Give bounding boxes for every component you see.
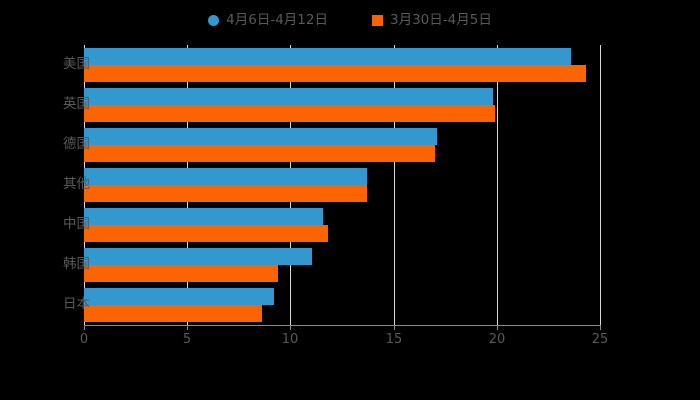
gridline (394, 45, 395, 325)
bar-group (84, 245, 600, 285)
bar-中国-series-1[interactable] (84, 208, 324, 225)
category-label-其他: 其他 (63, 176, 90, 192)
bar-其他-series-1[interactable] (84, 168, 367, 185)
x-axis-tick (187, 325, 188, 330)
x-axis-tick (84, 325, 85, 330)
bar-group (84, 165, 600, 205)
bar-德国-series-2[interactable] (84, 145, 435, 162)
x-axis-tick-label: 20 (488, 332, 506, 347)
x-axis-tick-label: 0 (79, 332, 89, 347)
bar-group (84, 205, 600, 245)
category-label-英国: 英国 (63, 96, 90, 112)
bar-美国-series-1[interactable] (84, 48, 572, 65)
bar-英国-series-2[interactable] (84, 105, 495, 122)
category-label-日本: 日本 (63, 296, 90, 312)
bar-日本-series-2[interactable] (84, 305, 262, 322)
x-axis-tick-label: 10 (281, 332, 299, 347)
bar-英国-series-1[interactable] (84, 88, 493, 105)
x-axis-tick (394, 325, 395, 330)
bar-group (84, 285, 600, 325)
bar-韩国-series-1[interactable] (84, 248, 313, 265)
category-label-韩国: 韩国 (63, 256, 90, 272)
x-axis-tick (497, 325, 498, 330)
x-axis-line (84, 325, 601, 326)
bar-group (84, 45, 600, 85)
bar-其他-series-2[interactable] (84, 185, 367, 202)
bar-美国-series-2[interactable] (84, 65, 586, 82)
category-label-德国: 德国 (63, 136, 90, 152)
legend-item-series-1[interactable]: 4月6日-4月12日 (208, 10, 328, 30)
bar-日本-series-1[interactable] (84, 288, 274, 305)
legend-label-series-2: 3月30日-4月5日 (390, 12, 492, 28)
x-axis-tick-label: 25 (591, 332, 609, 347)
square-icon (372, 14, 383, 26)
circle-icon (208, 14, 220, 26)
gridline (600, 45, 601, 325)
legend-item-series-2[interactable]: 3月30日-4月5日 (372, 10, 492, 30)
x-axis-tick-label: 5 (182, 332, 192, 347)
plot-area (84, 45, 601, 325)
legend-label-series-1: 4月6日-4月12日 (226, 12, 328, 28)
bar-韩国-series-2[interactable] (84, 265, 279, 282)
x-axis-tick (290, 325, 291, 330)
bar-德国-series-1[interactable] (84, 128, 437, 145)
x-axis-tick (600, 325, 601, 330)
gridline (497, 45, 498, 325)
bar-中国-series-2[interactable] (84, 225, 328, 242)
x-axis-tick-label: 15 (385, 332, 403, 347)
bar-group (84, 125, 600, 165)
chart-legend: 4月6日-4月12日 3月30日-4月5日 (0, 8, 700, 32)
category-label-中国: 中国 (63, 216, 90, 232)
category-label-美国: 美国 (63, 56, 90, 72)
bar-group (84, 85, 600, 125)
